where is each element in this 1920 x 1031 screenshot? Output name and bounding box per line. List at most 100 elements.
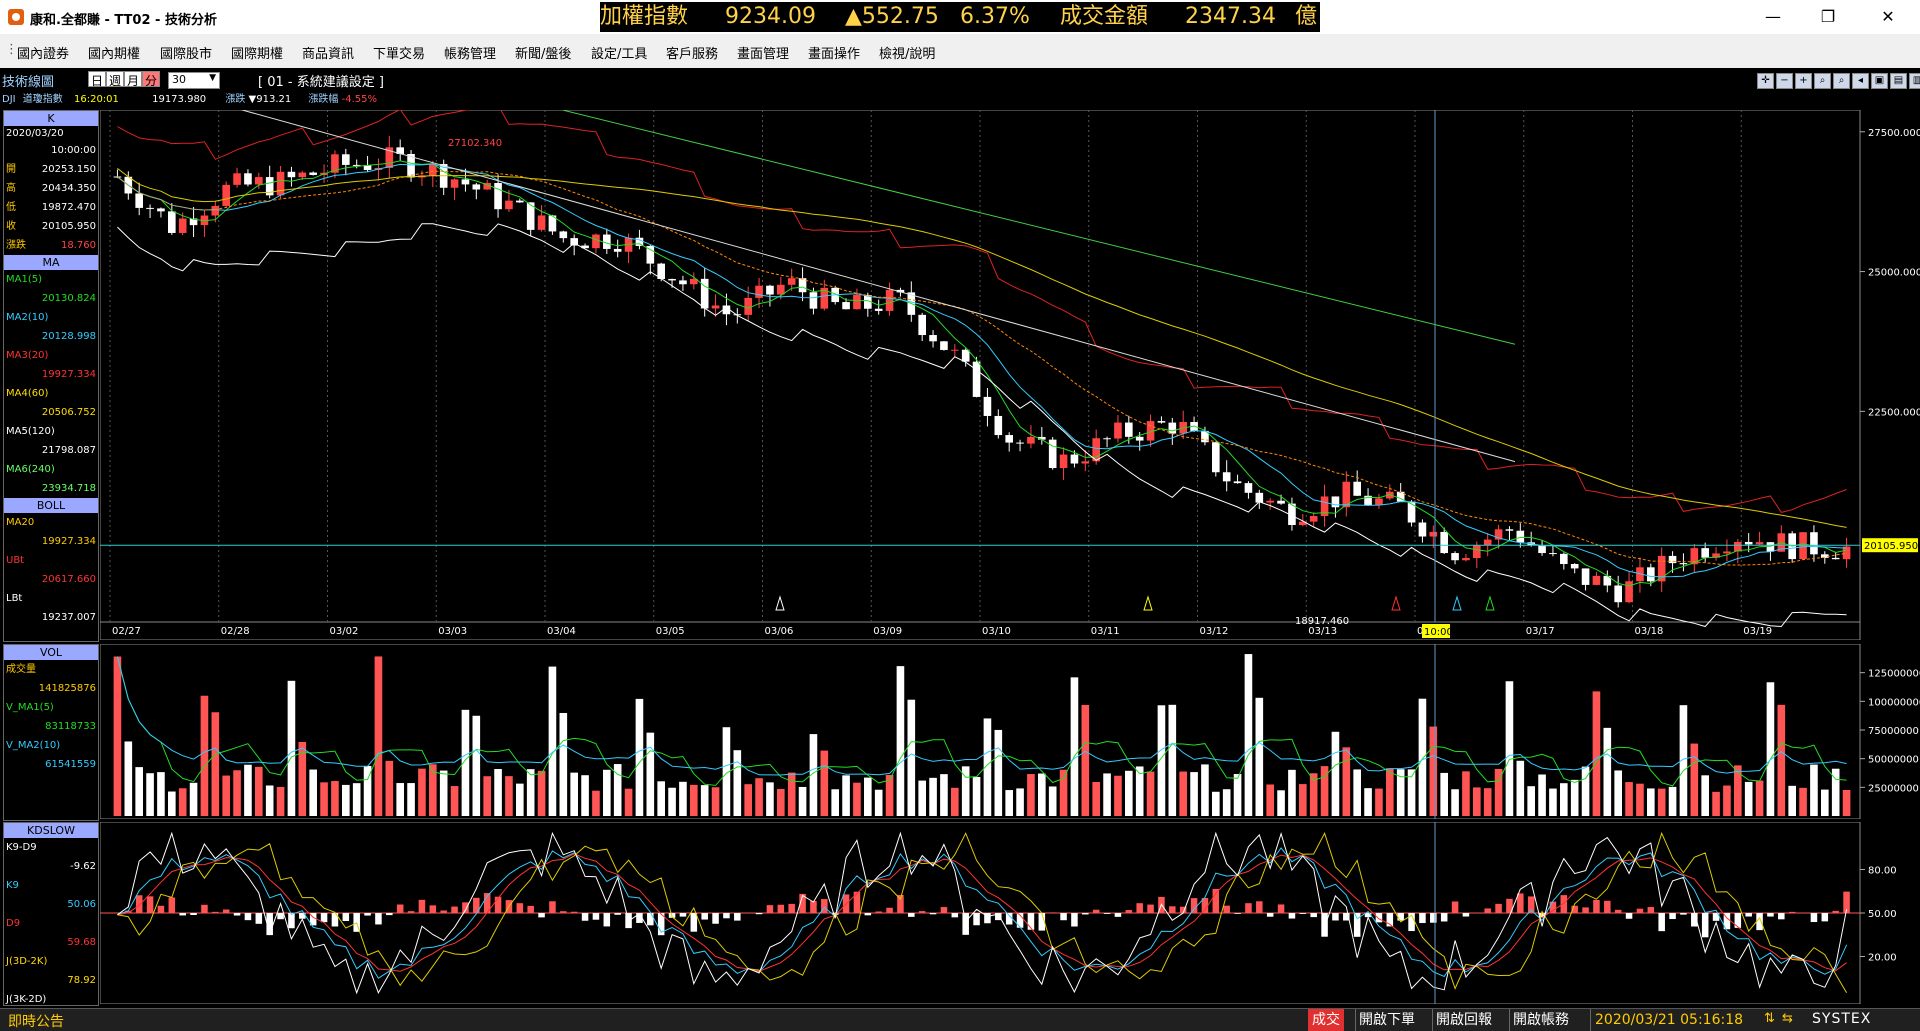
trade-button[interactable]: 成交 — [1308, 1009, 1344, 1031]
kd-chart[interactable]: 80.00 50.00 20.00 — [100, 822, 1920, 1004]
kd-histogram-bar — [1451, 901, 1459, 914]
notice-label[interactable]: 即時公告 — [8, 1014, 64, 1030]
candle-body — [1516, 530, 1525, 543]
kd-histogram-bar — [951, 913, 959, 918]
period-tab-month[interactable]: 月 — [124, 71, 143, 88]
volume-bar — [961, 766, 970, 816]
zoom-out-icon[interactable]: − — [1776, 73, 1793, 89]
chart-title: 技術線圖 — [2, 75, 55, 90]
volume-bar — [374, 656, 383, 816]
menu-item[interactable]: 國內期權 — [88, 47, 141, 62]
price-chart[interactable]: 27500.000 25000.000 22500.000 02/27 02/28 03/… — [100, 110, 1920, 640]
date-tick-label: 03/10 — [982, 626, 1011, 637]
search-icon[interactable]: ⌕ — [1814, 73, 1831, 89]
save-icon[interactable]: ▣ — [1871, 73, 1888, 89]
kd-value: 78.92 — [67, 975, 96, 986]
kd-histogram-bar — [875, 911, 882, 914]
print-icon[interactable]: ▥ — [1909, 73, 1920, 89]
volume-bar — [983, 718, 992, 816]
candle-body — [1679, 563, 1688, 565]
candle-body — [679, 280, 687, 285]
minimize-button[interactable]: — — [1765, 7, 1781, 26]
period-tab-minute[interactable]: 分 — [142, 71, 161, 88]
candle-body — [603, 234, 611, 249]
volume-bar — [1277, 790, 1285, 816]
prev-icon[interactable]: ◂ — [1852, 73, 1869, 89]
period-tab-day[interactable]: 日 — [88, 71, 107, 88]
kd-histogram-bar — [1179, 906, 1187, 914]
kd-histogram-bar — [1821, 913, 1829, 922]
candle-body — [331, 154, 339, 173]
candle-body — [1233, 481, 1242, 484]
candle-body — [1342, 481, 1351, 508]
kd-histogram-bar — [755, 913, 763, 915]
k-row: 高 20434.350 — [4, 179, 98, 198]
candle-body — [1038, 436, 1046, 440]
open-report-button[interactable]: 開啟回報 — [1432, 1009, 1492, 1031]
menu-item[interactable]: 商品資訊 — [302, 47, 355, 62]
menu-item[interactable]: 客戶服務 — [666, 47, 719, 62]
menu-item[interactable]: 國際期權 — [231, 47, 284, 62]
candle-body — [1396, 491, 1405, 502]
candle-body — [1364, 495, 1372, 506]
signal-icon: ⇅ — [1764, 1011, 1775, 1026]
volume-bar — [1657, 788, 1666, 816]
zoom-in-icon[interactable]: + — [1795, 73, 1812, 89]
candle-body — [472, 184, 481, 190]
date-tick-label: 03/02 — [330, 626, 359, 637]
kd-histogram-bar — [940, 907, 948, 914]
candle-body — [494, 183, 502, 210]
volume-bar — [885, 774, 894, 816]
copy-icon[interactable]: ▤ — [1890, 73, 1907, 89]
magnify-icon[interactable]: ⌕ — [1833, 73, 1850, 89]
volume-bar — [635, 698, 644, 816]
window-title: 康和.全都賺 - TT02 - 技術分析 — [30, 13, 217, 28]
menu-item[interactable]: 國際股市 — [160, 47, 213, 62]
interval-select[interactable]: 30 ▼ — [168, 72, 220, 89]
candle-body — [1462, 558, 1470, 561]
candle-body — [1331, 496, 1340, 508]
symbol-time: 16:20:01 — [73, 94, 119, 105]
kd-histogram-bar — [1375, 913, 1383, 923]
volume-bar — [363, 766, 372, 816]
candle-body — [1483, 539, 1492, 546]
indicator-setting[interactable]: [ 01 - 系統建議設定 ] — [258, 75, 384, 90]
restore-button[interactable]: ❐ — [1820, 7, 1836, 26]
symbol-info-row: DJI 道瓊指數 16:20:01 19173.980 漲跌 ▼913.21 漲… — [2, 90, 377, 105]
candle-body — [842, 302, 850, 310]
candle-body — [711, 305, 720, 309]
volume-bar — [1810, 764, 1818, 816]
menu-item[interactable]: 國內證券 — [17, 47, 70, 62]
volume-bar — [494, 769, 502, 816]
menu-item[interactable]: 畫面操作 — [808, 47, 861, 62]
crosshair-icon[interactable]: ✛ — [1757, 73, 1774, 89]
volume-chart[interactable]: 125000000 100000000 75000000 50000000 250000… — [100, 644, 1920, 819]
kd-label: D9 — [6, 918, 21, 929]
menu-item[interactable]: 帳務管理 — [444, 47, 497, 62]
candle-body — [613, 248, 622, 252]
candle-body — [1549, 553, 1557, 555]
volume-bar — [244, 764, 252, 816]
kd-histogram-bar — [440, 910, 447, 914]
kd-histogram-bar — [364, 913, 371, 916]
title-bar: 康和.全都賺 - TT02 - 技術分析 加權指數 9234.09 ▲552.7… — [0, 0, 1920, 34]
date-tick-label: 03/11 — [1091, 626, 1120, 637]
period-tab-week[interactable]: 週 — [106, 71, 125, 88]
volume-bar — [1527, 786, 1535, 816]
menu-item[interactable]: 新聞/盤後 — [515, 47, 572, 62]
candle-body — [1103, 438, 1111, 440]
kd-histogram-bar — [1799, 912, 1807, 914]
kd-histogram-bar — [1778, 913, 1785, 920]
candle-body — [244, 173, 252, 185]
volume-bar — [168, 791, 176, 816]
menu-item[interactable]: 畫面管理 — [737, 47, 790, 62]
candle-body — [363, 165, 372, 170]
kd-histogram-bar — [995, 913, 1002, 921]
open-account-button[interactable]: 開啟帳務 — [1509, 1009, 1569, 1031]
menu-item[interactable]: 檢視/說明 — [879, 47, 936, 62]
volume-bar — [592, 790, 600, 816]
open-order-button[interactable]: 開啟下單 — [1355, 1009, 1415, 1031]
menu-item[interactable]: 下單交易 — [373, 47, 426, 62]
menu-item[interactable]: 設定/工具 — [591, 47, 648, 62]
close-button[interactable]: ✕ — [1881, 7, 1895, 26]
